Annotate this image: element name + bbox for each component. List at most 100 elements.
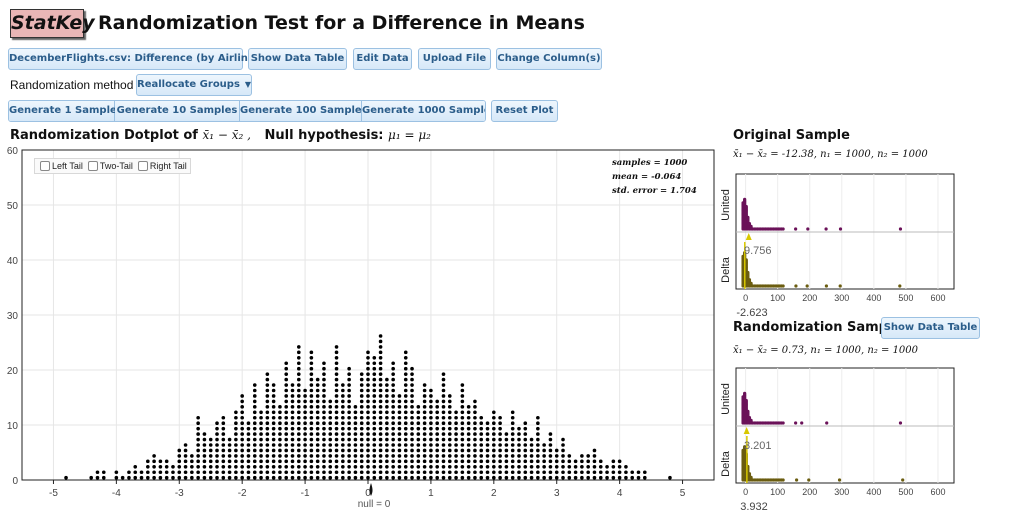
dot (416, 415, 421, 420)
dot (498, 426, 502, 431)
dot (334, 448, 339, 453)
generate-1000-button[interactable]: Generate 1000 Samples (362, 101, 485, 121)
dot (397, 465, 402, 469)
dot (334, 372, 339, 376)
left-tail-checkbox[interactable] (40, 161, 50, 172)
dot (303, 405, 307, 409)
dot (359, 372, 364, 376)
y-tick-label: 30 (7, 311, 19, 322)
reset-plot-button[interactable]: Reset Plot (491, 100, 558, 122)
dot (378, 345, 383, 349)
dot (315, 399, 320, 404)
edit-data-button[interactable]: Edit Data (353, 48, 412, 70)
generate-10-button[interactable]: Generate 10 Samples (115, 101, 240, 121)
dot (240, 475, 244, 480)
dot (359, 388, 364, 393)
dot (410, 426, 414, 431)
dot (309, 405, 314, 409)
dot (372, 426, 377, 431)
dot (617, 465, 622, 469)
change-columns-button[interactable]: Change Column(s) (496, 48, 602, 70)
dot (315, 415, 320, 420)
dot (196, 415, 200, 420)
dot (334, 361, 339, 366)
generate-1-button[interactable]: Generate 1 Sample (9, 101, 117, 121)
dot (221, 415, 226, 420)
dot (315, 421, 320, 426)
dot (378, 465, 383, 469)
randomization-mean2-label: 3.932 (740, 501, 768, 513)
dot (422, 443, 427, 447)
dot (366, 454, 370, 458)
dot (529, 437, 534, 442)
sample-dot (806, 227, 810, 231)
dot (322, 361, 326, 366)
dot (586, 475, 590, 480)
dot (454, 459, 458, 464)
dot (334, 388, 339, 393)
dot (284, 465, 289, 469)
right-tail-option[interactable]: Right Tail (136, 161, 187, 172)
dot (347, 405, 351, 409)
dot (177, 459, 182, 464)
sample-dot (746, 270, 750, 275)
dot (630, 475, 635, 480)
dot (366, 465, 370, 469)
dot (536, 454, 540, 458)
dot (315, 437, 320, 442)
dot (353, 454, 358, 458)
dot (611, 470, 616, 475)
dataset-select[interactable]: DecemberFlights.csv: Difference (by Airl… (8, 48, 270, 70)
null-marker-icon[interactable] (369, 483, 373, 496)
dotplot-dots (64, 334, 672, 480)
dot (510, 421, 515, 426)
x-tick-label: 0 (743, 293, 748, 303)
dot (466, 470, 471, 475)
dot (441, 421, 446, 426)
dot (297, 470, 301, 475)
statkey-logo[interactable]: StatKey (10, 9, 95, 38)
dot (548, 465, 553, 469)
dot (397, 399, 402, 404)
randomization-dotplot[interactable]: 0 10 20 30 40 50 60 -5 -4 -3 -2 -1 0 1 2 3 4 5 null = 0 (0, 140, 720, 517)
dot (573, 465, 578, 469)
dot (322, 465, 326, 469)
dot (435, 405, 440, 409)
dotplot-grid (22, 149, 714, 481)
sample-dot (901, 478, 905, 482)
dot (208, 454, 213, 458)
dot (523, 465, 528, 469)
dot (397, 394, 402, 398)
method-select[interactable]: Reallocate Groups ▼ (136, 74, 252, 96)
dot (252, 410, 257, 415)
dot (416, 405, 421, 409)
upload-file-button[interactable]: Upload File (418, 48, 491, 70)
dot (554, 448, 559, 453)
dot (309, 454, 314, 458)
dot (309, 366, 314, 371)
dot (598, 475, 603, 480)
dot (246, 426, 251, 431)
null-marker[interactable]: null = 0 (358, 483, 391, 510)
x-tick-label: 200 (802, 293, 817, 303)
two-tail-option[interactable]: Two-Tail (86, 161, 133, 172)
randomization-show-data-table-button[interactable]: Show Data Table (881, 317, 980, 339)
dot (303, 443, 307, 447)
sample-dot (781, 478, 785, 482)
dot (265, 454, 270, 458)
generate-100-button[interactable]: Generate 100 Samples (240, 101, 368, 121)
dot (567, 465, 572, 469)
dot (397, 459, 402, 464)
left-tail-option[interactable]: Left Tail (38, 161, 83, 172)
show-data-table-button[interactable]: Show Data Table (248, 48, 347, 70)
right-tail-checkbox[interactable] (137, 161, 148, 172)
x-tick-label: 600 (930, 293, 945, 303)
two-tail-checkbox[interactable] (87, 161, 98, 172)
dot (284, 372, 289, 376)
dot (221, 421, 226, 426)
dot (120, 475, 125, 480)
dot (485, 443, 490, 447)
dot (385, 388, 389, 393)
dot (378, 448, 383, 453)
dot (366, 443, 370, 447)
